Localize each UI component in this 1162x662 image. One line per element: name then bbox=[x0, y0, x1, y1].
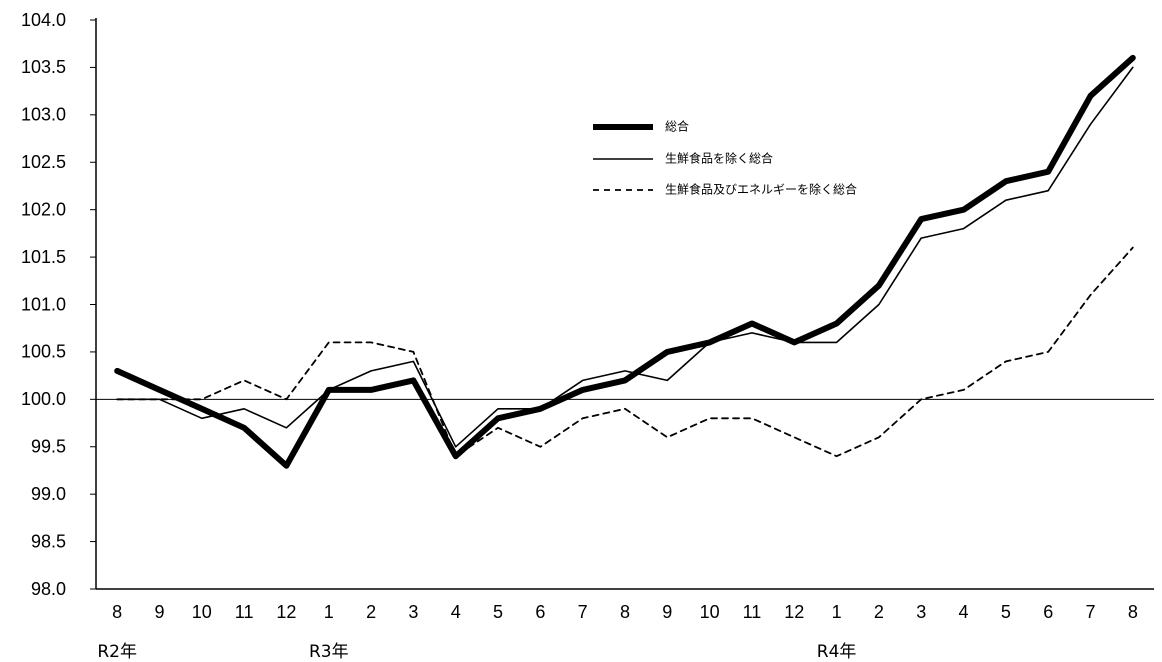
y-tick-label: 100.5 bbox=[21, 342, 66, 362]
y-tick-label: 101.0 bbox=[21, 294, 66, 314]
x-tick-label: 9 bbox=[662, 602, 672, 622]
y-tick-label: 100.0 bbox=[21, 389, 66, 409]
legend-label: 生鮮食品を除く総合 bbox=[665, 151, 773, 166]
y-tick-label: 99.5 bbox=[31, 437, 66, 457]
x-tick-label: 10 bbox=[192, 602, 212, 622]
x-tick-label: 2 bbox=[874, 602, 884, 622]
year-label: R4年 bbox=[817, 642, 857, 662]
x-tick-label: 7 bbox=[1086, 602, 1096, 622]
series-line-thin bbox=[116, 66, 1134, 448]
year-label: R3年 bbox=[309, 642, 349, 662]
x-tick-label: 8 bbox=[1128, 602, 1138, 622]
y-tick-label: 99.0 bbox=[31, 484, 66, 504]
y-tick-label: 101.5 bbox=[21, 247, 66, 267]
series-line-thick bbox=[114, 54, 1136, 469]
y-tick-label: 102.5 bbox=[21, 152, 66, 172]
x-tick-label: 11 bbox=[235, 602, 254, 622]
x-tick-label: 10 bbox=[700, 602, 720, 622]
x-tick-label: 4 bbox=[451, 602, 461, 622]
x-tick-label: 4 bbox=[959, 602, 969, 622]
x-tick-label: 8 bbox=[620, 602, 630, 622]
x-tick-label: 7 bbox=[578, 602, 588, 622]
tick-labels: 104.0 103.5 103.0 102.5 102.0 101.5 101.0 100.5… bbox=[21, 10, 1138, 662]
y-tick-label: 98.5 bbox=[31, 531, 66, 551]
series-line-dashed bbox=[116, 246, 1134, 458]
x-tick-label: 12 bbox=[276, 602, 296, 622]
y-tick-label: 104.0 bbox=[21, 10, 66, 30]
x-tick-label: 6 bbox=[1043, 602, 1053, 622]
series-lines bbox=[114, 54, 1136, 469]
axes bbox=[90, 18, 1154, 590]
y-tick-label: 102.0 bbox=[21, 199, 66, 219]
x-tick-label: 3 bbox=[916, 602, 926, 622]
x-tick-label: 11 bbox=[743, 602, 762, 622]
x-tick-label: 12 bbox=[784, 602, 804, 622]
y-tick-label: 103.0 bbox=[21, 105, 66, 125]
x-tick-label: 8 bbox=[112, 602, 122, 622]
x-tick-label: 5 bbox=[493, 602, 503, 622]
x-tick-label: 3 bbox=[408, 602, 418, 622]
x-tick-label: 1 bbox=[324, 602, 334, 622]
y-tick-label: 98.0 bbox=[31, 579, 66, 599]
legend-label: 総合 bbox=[665, 119, 689, 134]
x-tick-label: 6 bbox=[535, 602, 545, 622]
x-tick-label: 2 bbox=[366, 602, 376, 622]
y-tick-label: 103.5 bbox=[21, 57, 66, 77]
x-tick-label: 5 bbox=[1001, 602, 1011, 622]
legend-label: 生鮮食品及びエネルギーを除く総合 bbox=[665, 182, 857, 197]
year-label: R2年 bbox=[97, 642, 137, 662]
x-tick-label: 1 bbox=[832, 602, 842, 622]
x-tick-label: 9 bbox=[154, 602, 164, 622]
